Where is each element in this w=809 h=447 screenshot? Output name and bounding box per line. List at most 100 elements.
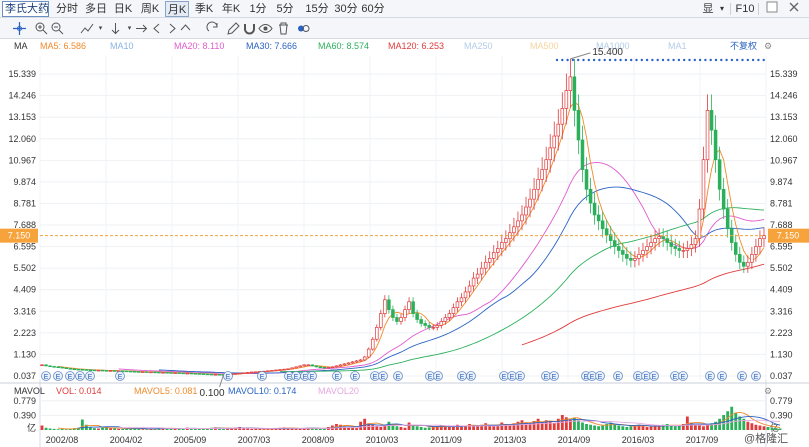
toggle-icon[interactable] — [296, 21, 311, 36]
delete-icon[interactable] — [276, 21, 291, 36]
mavol5-line — [58, 411, 781, 430]
event-marker — [53, 371, 63, 381]
x-tick-label: 2016/03 — [622, 435, 655, 445]
zoom-in-icon[interactable] — [34, 21, 49, 36]
close-icon[interactable] — [786, 1, 802, 17]
candle-body — [657, 236, 661, 239]
move-down-icon[interactable] — [108, 21, 123, 36]
event-marker — [223, 371, 233, 381]
volume-settings-icon[interactable]: ⚙ — [764, 386, 773, 396]
candle-body — [282, 368, 286, 371]
pan-up-icon[interactable] — [178, 21, 193, 36]
candle-body — [209, 373, 214, 376]
candle-body — [326, 366, 331, 369]
chevron-down-icon[interactable]: ▾ — [719, 4, 724, 13]
volume-bar — [117, 428, 121, 430]
volume-legend-label: MAVOL — [14, 386, 45, 396]
event-marker — [425, 371, 435, 381]
ma60-value: MA60: 8.574 — [318, 41, 370, 51]
volume-bar — [468, 424, 471, 430]
candle-body — [439, 321, 444, 326]
volume-bar — [290, 428, 294, 430]
candle-body — [76, 368, 81, 371]
event-marker — [75, 371, 85, 381]
chevron-down-icon[interactable]: ▾ — [127, 25, 132, 32]
volume-bar — [496, 424, 500, 430]
stock-name-field[interactable]: 李氏大药厂 — [2, 1, 49, 17]
candle-body — [677, 248, 682, 251]
indicator-dot — [667, 58, 670, 62]
checkbox-icon[interactable] — [764, 1, 780, 17]
candle-body — [443, 317, 448, 322]
chevron-down-icon[interactable]: ▾ — [98, 25, 103, 32]
candle-body — [407, 301, 411, 310]
settings-gear-icon[interactable]: ⚙ — [764, 41, 773, 51]
period-5min[interactable]: 5分 — [276, 3, 294, 15]
period-yearly-k[interactable]: 年K — [221, 3, 241, 15]
event-marker-label: E — [460, 374, 465, 381]
volume-bar — [101, 427, 104, 430]
candle-body — [415, 313, 419, 320]
event-marker — [393, 371, 403, 381]
volume-bar — [472, 425, 475, 430]
high-leader — [570, 52, 591, 60]
display-menu-button[interactable]: 显示 — [702, 3, 714, 31]
x-tick-label: 2011/09 — [430, 435, 462, 445]
pencil-icon[interactable] — [226, 21, 241, 36]
line-draw-icon[interactable] — [80, 21, 95, 36]
period-intraday[interactable]: 分时 — [56, 3, 78, 15]
candle-body — [338, 364, 343, 367]
period-weekly-k[interactable]: 周K — [140, 3, 160, 15]
indicator-dot — [592, 58, 596, 62]
event-marker-label: E — [652, 374, 657, 381]
pan-right-icon[interactable] — [164, 21, 179, 36]
pan-left-icon[interactable] — [150, 21, 165, 36]
period-15min[interactable]: 15分 — [305, 3, 329, 15]
volume-bar — [677, 425, 681, 430]
volume-bar — [238, 427, 242, 430]
zoom-out-icon[interactable] — [50, 21, 65, 36]
candle-body — [596, 214, 601, 222]
period-monthly-k[interactable]: 月K — [165, 1, 189, 17]
period-60min[interactable]: 60分 — [361, 3, 385, 15]
period-30min[interactable]: 30分 — [334, 3, 358, 15]
redo-icon[interactable] — [206, 21, 221, 36]
event-marker — [65, 371, 75, 381]
volume-bar — [706, 424, 709, 430]
period-multi-day[interactable]: 多日 — [85, 3, 107, 15]
volume-bar — [653, 426, 657, 430]
restore-rights-button[interactable]: 不复权 — [730, 41, 758, 51]
candle-body — [491, 252, 496, 259]
f10-button[interactable]: F10 — [735, 3, 755, 15]
candle-body — [524, 206, 528, 216]
event-marker-label: E — [44, 374, 49, 381]
candle-body — [395, 317, 399, 322]
candle-body — [56, 366, 60, 369]
event-marker-label: E — [373, 374, 378, 381]
ma20-value: MA20: 8.110 — [174, 41, 225, 51]
volume-bar — [173, 428, 177, 430]
magnet-icon[interactable] — [242, 21, 257, 36]
indicator-dot — [614, 58, 617, 62]
event-marker — [751, 371, 761, 381]
candle-body — [717, 159, 722, 190]
period-quarterly-k[interactable]: 季K — [194, 3, 214, 15]
volume-bar — [60, 428, 64, 430]
candle-body — [520, 214, 524, 222]
eye-icon[interactable] — [258, 21, 273, 36]
volume-bar — [262, 429, 266, 430]
period-1min[interactable]: 1分 — [249, 3, 267, 15]
volume-bar — [246, 428, 250, 430]
y-tick-label-right: 1.130 — [770, 349, 793, 359]
volume-bar — [500, 422, 504, 430]
period-daily-k[interactable]: 日K — [113, 3, 133, 15]
y-tick-label-right: 13.153 — [770, 112, 798, 122]
candle-body — [399, 317, 403, 322]
move-right-icon[interactable] — [134, 21, 149, 36]
candle-body — [334, 365, 339, 368]
volume-bar — [447, 427, 451, 430]
candle-body — [157, 371, 161, 374]
crosshair-icon[interactable] — [12, 21, 27, 36]
candle-body — [350, 361, 355, 364]
